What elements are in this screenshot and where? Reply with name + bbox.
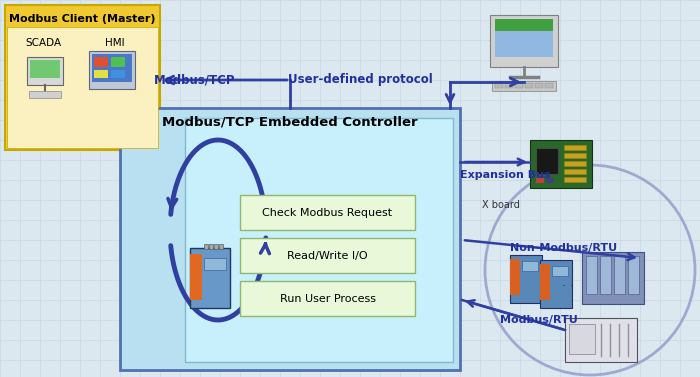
Text: Modbus/RTU: Modbus/RTU [500,315,578,325]
FancyBboxPatch shape [111,70,125,78]
FancyBboxPatch shape [540,260,572,308]
FancyBboxPatch shape [204,244,208,249]
FancyBboxPatch shape [546,178,554,183]
FancyBboxPatch shape [565,318,637,362]
FancyBboxPatch shape [522,261,538,271]
Text: Modbus Client (Master): Modbus Client (Master) [9,14,155,24]
FancyBboxPatch shape [94,70,108,78]
FancyBboxPatch shape [525,83,533,88]
FancyBboxPatch shape [29,91,61,98]
Text: Expansion Bus: Expansion Bus [460,170,551,180]
FancyBboxPatch shape [564,145,586,150]
FancyBboxPatch shape [564,169,586,174]
FancyBboxPatch shape [552,266,568,276]
FancyBboxPatch shape [214,244,218,249]
Text: . .: . . [562,276,574,288]
FancyBboxPatch shape [190,254,202,300]
FancyBboxPatch shape [219,244,223,249]
Text: Run User Process: Run User Process [279,294,375,303]
FancyBboxPatch shape [569,324,595,354]
FancyBboxPatch shape [185,118,453,362]
Text: Modbus/TCP Embedded Controller: Modbus/TCP Embedded Controller [162,115,418,129]
FancyBboxPatch shape [505,83,513,88]
FancyBboxPatch shape [564,161,586,166]
Text: SCADA: SCADA [25,38,61,48]
FancyBboxPatch shape [536,178,544,183]
FancyBboxPatch shape [30,60,60,78]
FancyBboxPatch shape [240,238,415,273]
FancyBboxPatch shape [628,256,639,294]
FancyBboxPatch shape [564,177,586,182]
Text: Non-Modbus/RTU: Non-Modbus/RTU [510,243,617,253]
FancyBboxPatch shape [535,83,543,88]
FancyBboxPatch shape [515,83,523,88]
FancyBboxPatch shape [495,19,553,31]
FancyBboxPatch shape [204,258,226,270]
FancyBboxPatch shape [614,256,625,294]
FancyBboxPatch shape [5,5,160,150]
FancyBboxPatch shape [240,195,415,230]
FancyBboxPatch shape [94,57,108,67]
FancyBboxPatch shape [492,81,556,91]
FancyBboxPatch shape [490,15,558,67]
FancyBboxPatch shape [495,83,503,88]
FancyBboxPatch shape [495,19,553,57]
FancyBboxPatch shape [92,54,132,82]
FancyBboxPatch shape [536,148,558,174]
FancyBboxPatch shape [600,256,611,294]
FancyBboxPatch shape [111,57,125,67]
Text: Read/Write I/O: Read/Write I/O [287,250,368,261]
FancyBboxPatch shape [564,153,586,158]
FancyBboxPatch shape [209,244,213,249]
Text: Modbus/TCP: Modbus/TCP [154,74,236,86]
FancyBboxPatch shape [545,83,553,88]
Text: Check Modbus Request: Check Modbus Request [262,207,393,218]
FancyBboxPatch shape [240,281,415,316]
FancyBboxPatch shape [510,255,542,303]
Text: X board: X board [482,200,520,210]
Text: User-defined protocol: User-defined protocol [288,74,433,86]
FancyBboxPatch shape [530,140,592,188]
Text: HMI: HMI [105,38,125,48]
FancyBboxPatch shape [190,248,230,308]
FancyBboxPatch shape [540,264,550,300]
FancyBboxPatch shape [582,252,644,304]
FancyBboxPatch shape [27,57,63,85]
FancyBboxPatch shape [89,51,135,89]
FancyBboxPatch shape [7,27,158,148]
FancyBboxPatch shape [510,259,520,295]
FancyBboxPatch shape [586,256,597,294]
FancyBboxPatch shape [120,108,460,370]
